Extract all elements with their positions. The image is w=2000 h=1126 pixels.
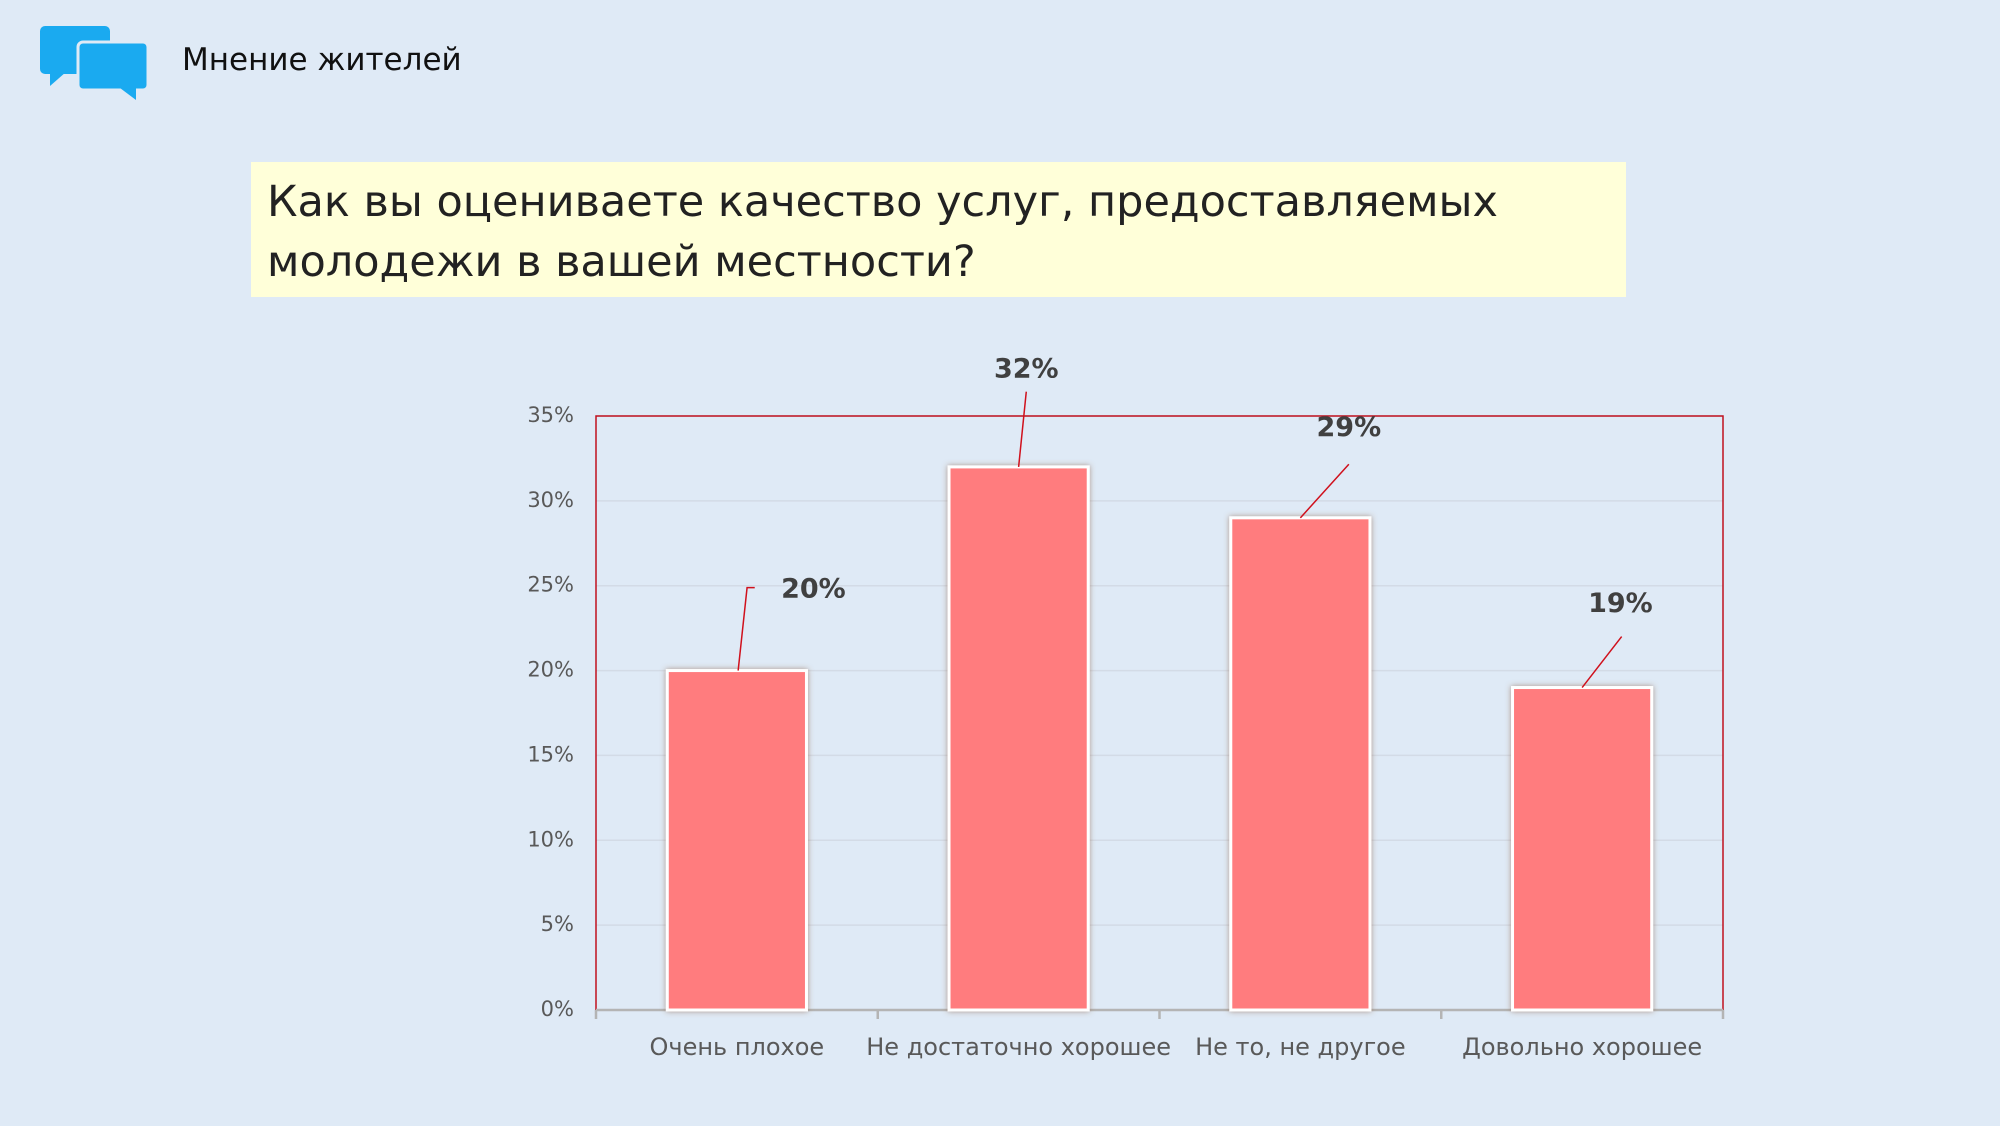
y-tick-label: 5% <box>541 912 574 936</box>
y-tick-label: 25% <box>527 573 574 597</box>
y-tick-label: 15% <box>527 742 574 766</box>
y-tick-label: 35% <box>527 403 574 427</box>
data-label: 29% <box>1317 412 1382 443</box>
x-tick-label: Не то, не другое <box>1195 1033 1406 1061</box>
y-tick-label: 30% <box>527 488 574 512</box>
leader-line <box>1581 636 1623 689</box>
x-tick-label: Не достаточно хорошее <box>866 1033 1171 1061</box>
x-tick-label: Очень плохое <box>650 1033 825 1061</box>
leader-line <box>1299 463 1350 519</box>
bar <box>665 669 808 1012</box>
bar <box>1511 686 1654 1012</box>
y-tick-label: 0% <box>541 997 574 1021</box>
data-label: 19% <box>1588 588 1653 619</box>
leader-line <box>1017 391 1028 467</box>
bar <box>947 465 1090 1012</box>
x-tick-label: Довольно хорошее <box>1462 1033 1702 1061</box>
header-title: Мнение жителей <box>182 42 462 78</box>
data-label: 32% <box>994 353 1059 384</box>
data-label: 20% <box>781 574 846 605</box>
leader-line <box>737 586 755 671</box>
chart-title: Как вы оцениваете качество услуг, предос… <box>251 162 1626 297</box>
chat-icon <box>40 26 150 100</box>
y-tick-label: 10% <box>527 827 574 851</box>
y-tick-label: 20% <box>527 658 574 682</box>
bar <box>1229 516 1372 1012</box>
